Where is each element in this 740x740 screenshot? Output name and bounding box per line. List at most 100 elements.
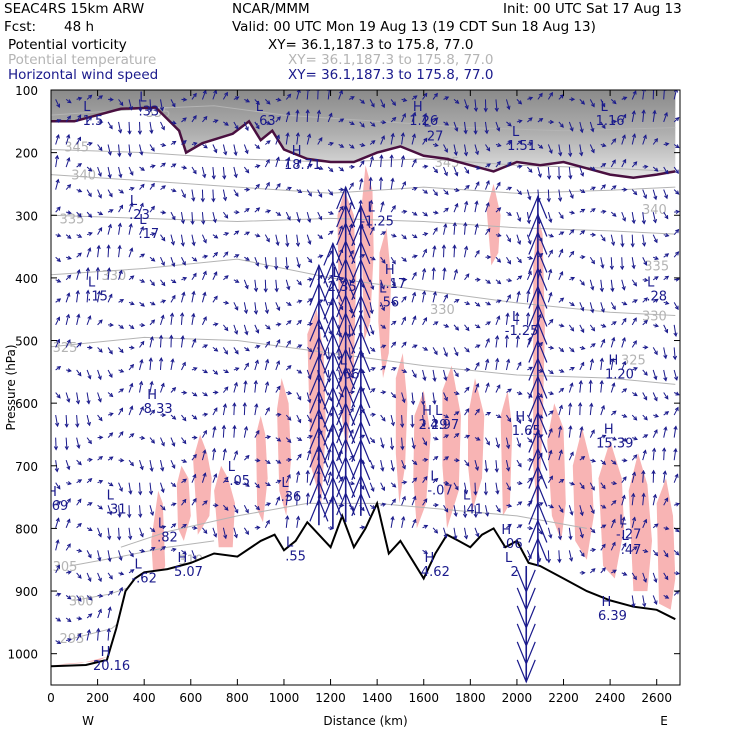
wind-vector-head — [56, 119, 62, 123]
wind-vector — [474, 201, 478, 213]
wind-vector — [422, 249, 427, 258]
wind-vector-head — [475, 408, 480, 413]
wind-vector-head — [224, 300, 230, 305]
wind-vector-head — [77, 461, 82, 466]
wind-vector-head — [150, 205, 155, 211]
wind-vector-head — [327, 471, 333, 476]
wind-vector-head — [413, 477, 418, 482]
wind-vector-head — [654, 276, 659, 281]
wind-vector — [296, 392, 302, 400]
wind-vector — [296, 132, 299, 145]
wind-vector — [338, 225, 343, 235]
wind-vector — [642, 90, 645, 100]
wind-vector — [432, 291, 437, 303]
wind-vector-head — [266, 209, 272, 214]
wind-vector-head — [139, 533, 144, 538]
extremum-type: L — [107, 488, 115, 503]
wind-vector-head — [245, 362, 249, 367]
wind-vector-head — [297, 189, 303, 193]
wind-vector — [181, 437, 187, 444]
wind-vector — [128, 248, 133, 258]
wind-vector-head — [443, 171, 448, 177]
wind-vector-head — [443, 533, 448, 539]
wind-vector-head — [76, 313, 81, 318]
wind-vector — [589, 256, 595, 264]
wind-vector-head — [485, 180, 490, 185]
wind-vector-head — [633, 161, 638, 166]
wind-vector-head — [275, 134, 280, 139]
wind-vector — [631, 317, 637, 326]
x-tick-label: 1400 — [362, 691, 393, 705]
wind-vector-head — [318, 216, 323, 221]
wind-vector — [568, 121, 574, 132]
extremum-type: H — [604, 423, 614, 438]
wind-vector — [579, 482, 585, 489]
wind-vector-head — [86, 400, 91, 405]
wind-vector — [243, 302, 247, 314]
wind-vector-head — [67, 255, 72, 260]
wind-vector-head — [642, 578, 647, 583]
wind-vector — [642, 519, 647, 528]
wind-vector-head — [161, 546, 166, 551]
wind-vector-head — [622, 476, 627, 481]
wind-vector-head — [674, 376, 679, 381]
wind-vector — [579, 505, 584, 516]
wind-vector-head — [129, 363, 135, 369]
y-tick-label: 500 — [15, 335, 38, 349]
strong-wind-arrowhead — [351, 492, 371, 517]
wind-vector-head — [109, 322, 114, 328]
wind-vector-head — [56, 103, 60, 109]
wind-vector — [547, 527, 552, 538]
wind-vector-head — [622, 571, 628, 576]
wind-vector-head — [87, 247, 92, 252]
wind-vector-head — [412, 495, 417, 501]
wind-vector-head — [98, 211, 104, 216]
wind-vector-head — [486, 321, 491, 326]
extremum-value: 2.35 — [328, 280, 357, 295]
wind-vector — [222, 92, 228, 100]
wind-vector-head — [256, 458, 261, 463]
wind-vector-head — [193, 392, 198, 397]
wind-vector — [107, 607, 111, 619]
wind-vector — [118, 144, 121, 157]
wind-vector-head — [140, 183, 145, 188]
wind-vector-head — [86, 421, 91, 427]
wind-vector — [464, 246, 468, 258]
wind-vector-head — [528, 168, 533, 173]
wind-vector — [663, 189, 668, 199]
wind-vector-head — [297, 418, 302, 424]
wind-vector — [243, 363, 249, 371]
wind-vector — [97, 227, 102, 235]
strong-wind-arrowhead — [528, 428, 548, 453]
wind-vector-head — [117, 536, 122, 541]
strong-wind-arrowhead — [516, 659, 536, 684]
wind-vector-head — [161, 506, 166, 511]
wind-vector-head — [243, 425, 249, 431]
wind-vector — [243, 527, 249, 535]
wind-vector-head — [663, 111, 668, 117]
wind-vector-head — [158, 357, 164, 362]
wind-vector-head — [518, 140, 523, 145]
strong-wind-arrowhead — [351, 294, 371, 319]
wind-vector-head — [633, 546, 638, 551]
wind-vector-head — [339, 277, 345, 281]
wind-vector-head — [549, 391, 555, 396]
y-tick-label: 800 — [15, 522, 38, 536]
wind-vector — [652, 429, 658, 438]
wind-vector-head — [612, 410, 617, 415]
wind-vector — [495, 460, 498, 472]
wind-vector-head — [392, 367, 397, 372]
wind-vector — [317, 137, 323, 145]
wind-vector — [191, 115, 197, 123]
wind-vector-head — [602, 143, 607, 148]
wind-vector-head — [296, 90, 301, 94]
wind-vector-head — [182, 523, 187, 528]
wind-vector-head — [368, 176, 373, 182]
wind-vector — [181, 499, 187, 506]
wind-vector-head — [56, 564, 60, 569]
wind-vector-head — [664, 170, 669, 175]
wind-vector-head — [392, 483, 397, 488]
wind-vector-head — [591, 166, 596, 171]
wind-vector — [443, 294, 448, 303]
wind-vector-head — [285, 242, 290, 248]
